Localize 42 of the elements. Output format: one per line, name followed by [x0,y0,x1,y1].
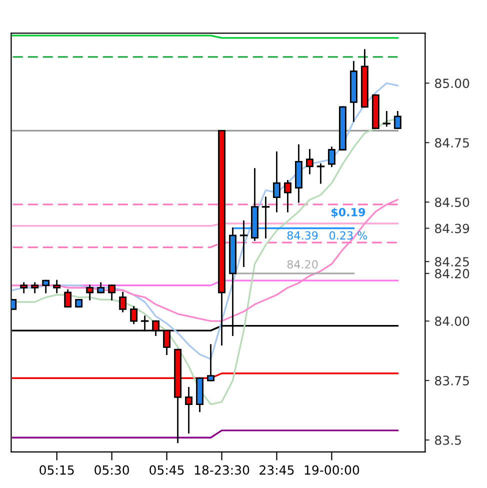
y-tick-label: 83.5 [435,435,461,445]
annotation: $0.19 [331,208,366,218]
candlestick [240,220,248,268]
annotation: 84.20 [287,260,318,269]
candlestick [108,284,116,300]
x-tick-label: 05:45 [150,465,184,475]
annotation: 84.39 [287,231,318,240]
candlestick [394,110,402,130]
candlestick [119,292,127,312]
y-tick-label: 84.20 [435,268,470,278]
x-tick-label: 05:30 [94,465,129,475]
y-tick-label: 84.75 [435,138,469,148]
candlestick [262,196,270,238]
x-tick-label: 18-23:30 [194,465,250,475]
y-tick-label: 83.75 [435,376,469,386]
line-series [12,82,398,360]
candlestick [207,344,214,382]
candlestick [185,386,192,434]
candlestick [316,163,325,184]
candlestick [273,151,280,212]
candlestick [42,280,50,294]
candlestick [86,284,94,300]
y-tick-label: 84.50 [435,198,470,208]
candlestick [306,149,314,174]
x-tick-label: 19-00:00 [304,465,360,475]
y-tick-label: 85.00 [435,78,470,88]
candlestick [328,146,336,168]
candlestick [130,306,138,324]
y-tick-label: 84.39 [435,224,470,234]
candlestick [53,280,61,294]
annotation: 0.23 % [330,231,367,240]
candlestick [97,282,105,294]
candlestick [20,282,28,294]
candlestick [64,289,72,308]
candlestick [284,180,292,212]
y-tick-label: 84.25 [435,257,469,266]
y-tick-label: 84.00 [435,316,470,326]
candlestick [382,110,391,127]
x-tick-label: 05:15 [40,465,74,475]
candlestick [31,282,39,294]
line-series [12,198,398,322]
x-tick-label: 23:45 [260,465,294,475]
